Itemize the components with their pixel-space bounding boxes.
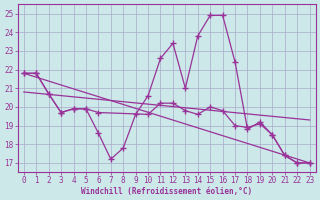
X-axis label: Windchill (Refroidissement éolien,°C): Windchill (Refroidissement éolien,°C) (81, 187, 252, 196)
